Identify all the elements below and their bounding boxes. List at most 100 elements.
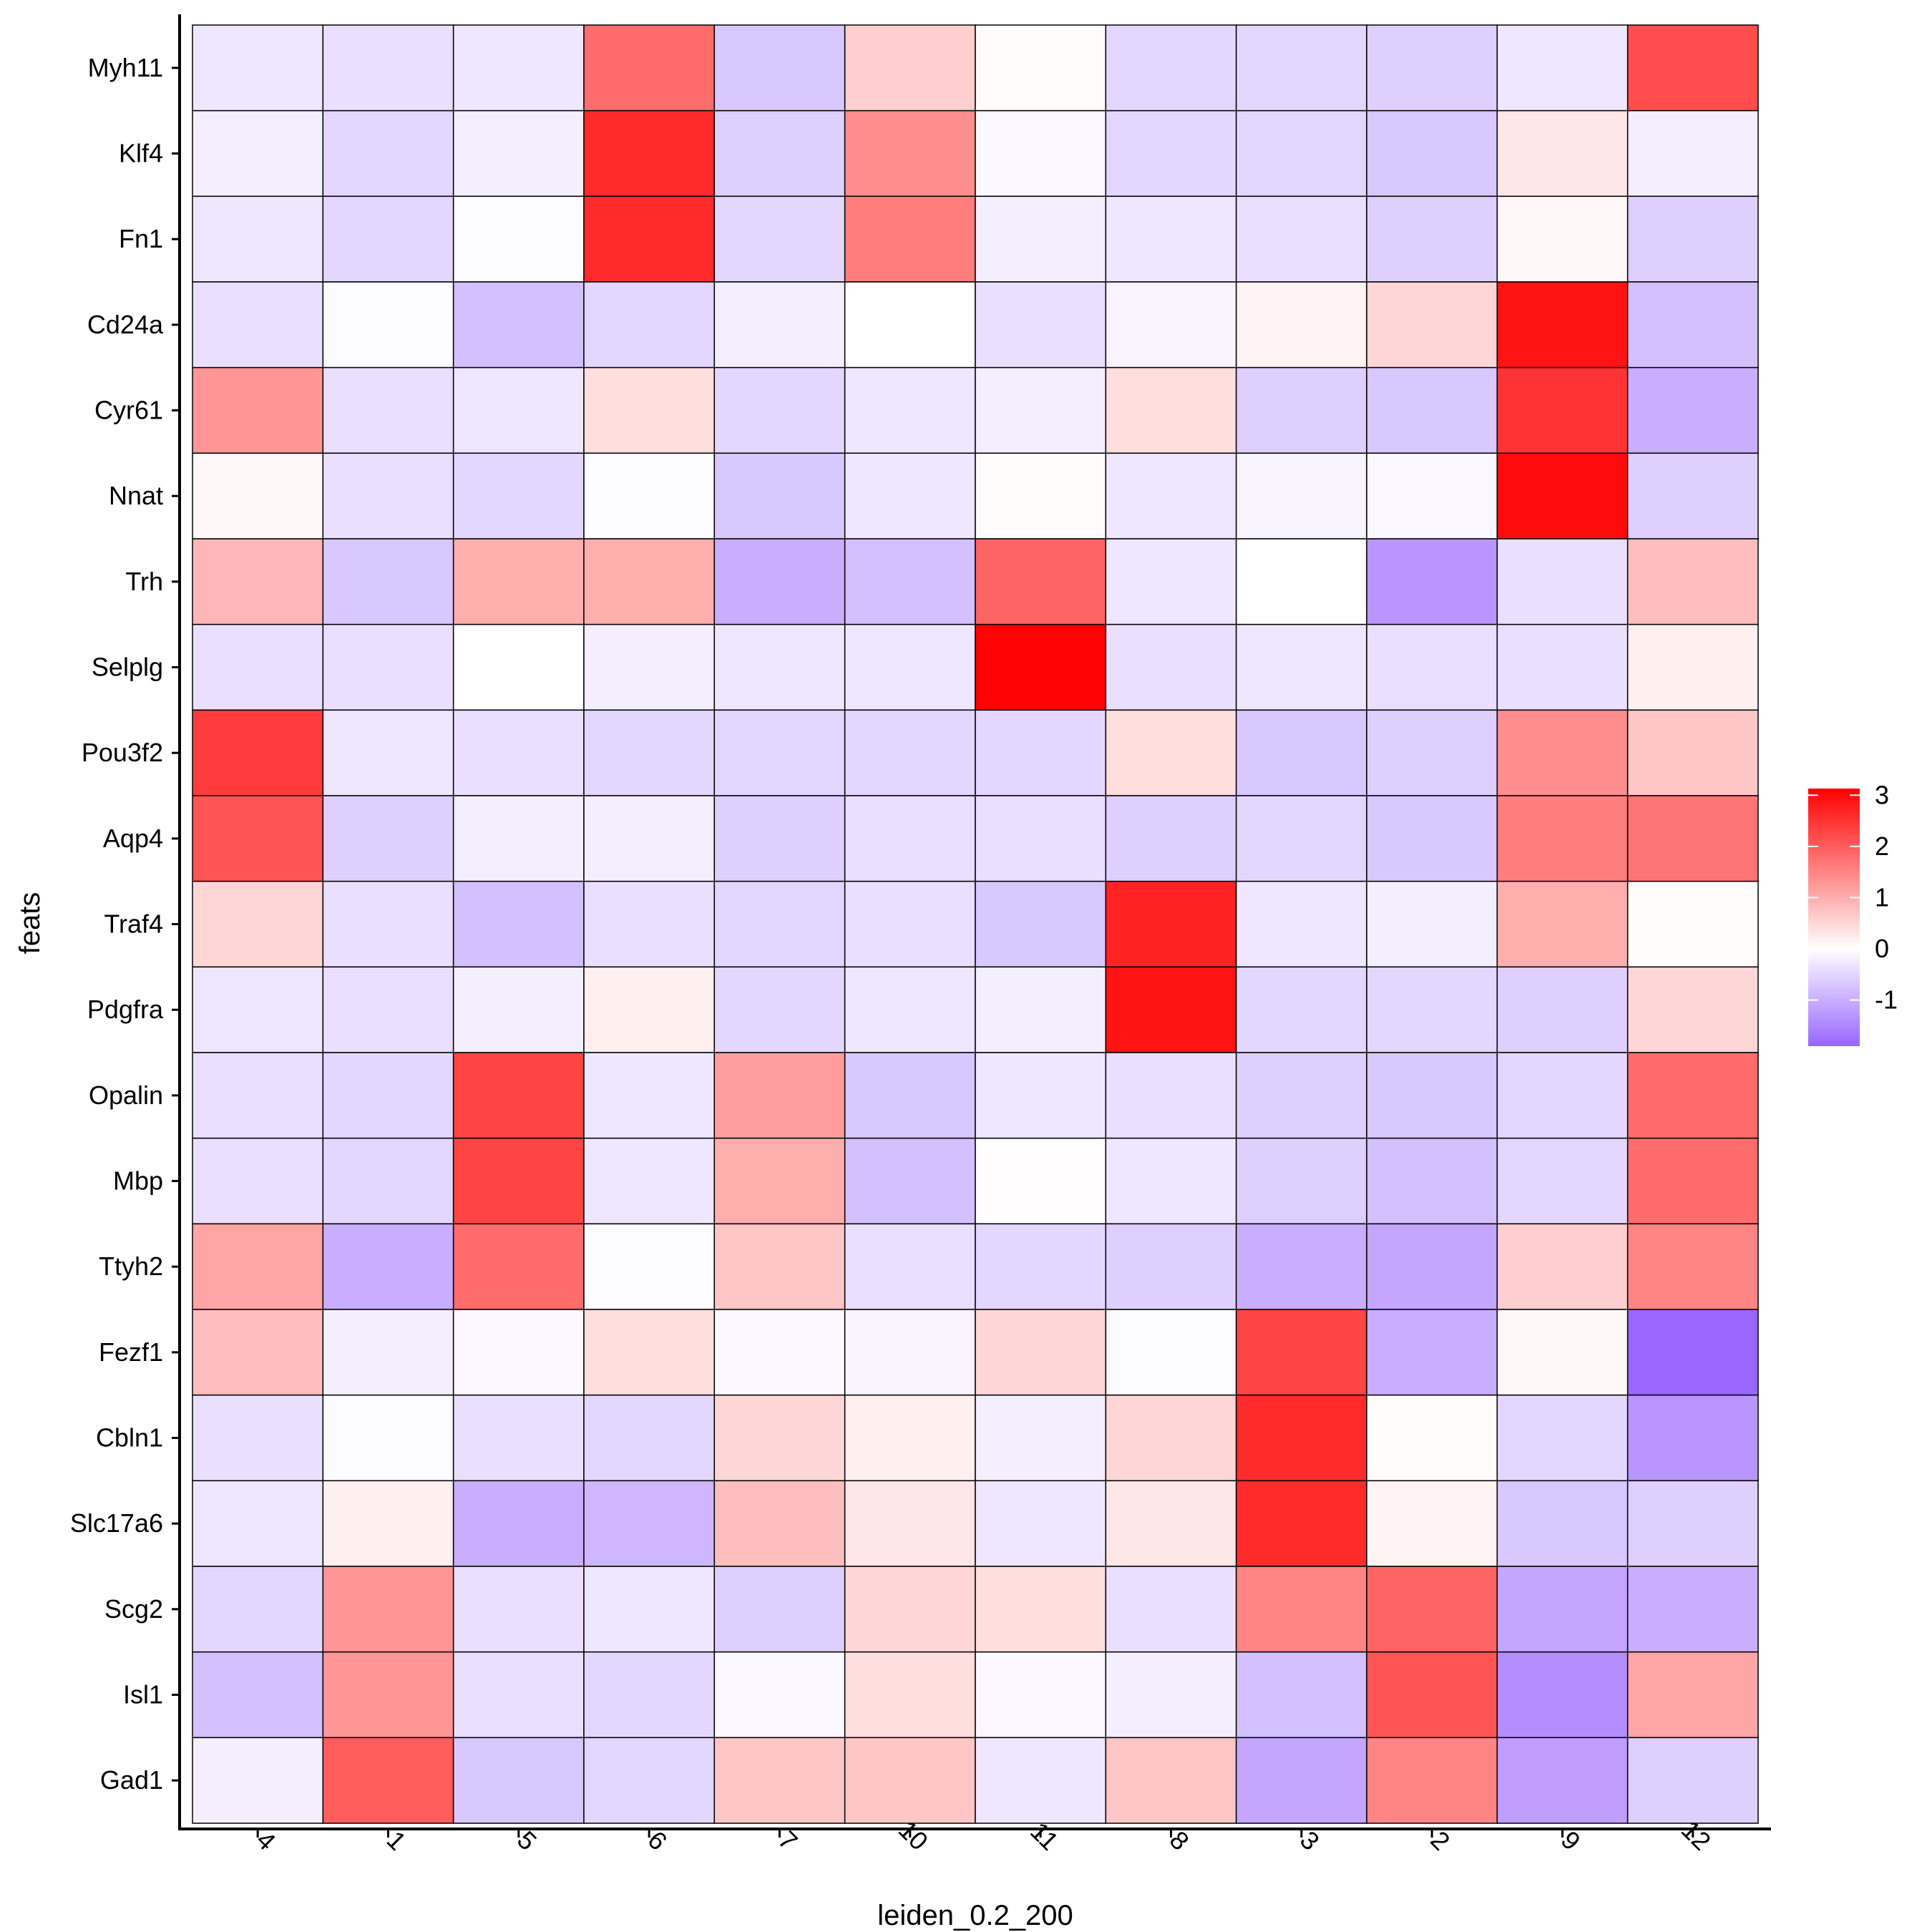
- heatmap-cell: [1366, 966, 1498, 1053]
- heatmap-cell: [975, 795, 1107, 882]
- heatmap-cell: [322, 109, 454, 197]
- heatmap-cell: [713, 24, 846, 112]
- heatmap-cell: [1105, 452, 1237, 540]
- heatmap-cell: [713, 1480, 846, 1567]
- heatmap-cell: [844, 538, 976, 625]
- heatmap-cell: [192, 1223, 324, 1310]
- heatmap-cell: [1105, 1052, 1237, 1139]
- heatmap-cell: [975, 538, 1107, 625]
- heatmap-cell: [583, 195, 716, 283]
- legend-tick-label: -1: [1875, 985, 1898, 1015]
- heatmap-cell: [844, 1480, 976, 1567]
- heatmap-cell: [1366, 109, 1498, 197]
- heatmap-cell: [1105, 24, 1237, 112]
- heatmap-cell: [1496, 1137, 1629, 1225]
- heatmap-cell: [452, 880, 585, 968]
- heatmap-cell: [1105, 195, 1237, 283]
- heatmap-cell: [1105, 1651, 1237, 1739]
- legend-tick-label: 0: [1875, 934, 1889, 963]
- heatmap-cell: [1105, 366, 1237, 454]
- heatmap-cell: [192, 1394, 324, 1482]
- heatmap-cell: [844, 709, 976, 796]
- y-tick-label: Fn1: [119, 224, 163, 253]
- y-tick-label: Cd24a: [87, 310, 164, 339]
- heatmap-cell: [452, 1052, 585, 1139]
- heatmap-cell: [322, 24, 454, 112]
- heatmap-cell: [844, 366, 976, 454]
- heatmap-cell: [583, 1651, 716, 1739]
- heatmap-cell: [713, 1052, 846, 1139]
- heatmap-cell: [844, 880, 976, 968]
- heatmap-cell: [1626, 1052, 1759, 1139]
- heatmap-cell: [322, 538, 454, 625]
- heatmap-tiles: [192, 24, 1759, 1824]
- heatmap-cell: [1496, 1651, 1629, 1739]
- heatmap-cell: [322, 1223, 454, 1310]
- heatmap-cell: [844, 24, 976, 112]
- heatmap-cell: [192, 623, 324, 711]
- heatmap-cell: [583, 1309, 716, 1396]
- y-axis-title: feats: [14, 892, 46, 955]
- heatmap-cell: [192, 366, 324, 454]
- heatmap-cell: [1235, 109, 1367, 197]
- heatmap-cell: [1496, 1223, 1629, 1310]
- heatmap-cell: [1496, 1737, 1629, 1824]
- heatmap-cell: [583, 1223, 716, 1310]
- heatmap-cell: [713, 109, 846, 197]
- heatmap-cell: [844, 281, 976, 369]
- y-tick-label: Fezf1: [99, 1337, 163, 1367]
- heatmap-cell: [322, 880, 454, 968]
- heatmap-cell: [1366, 24, 1498, 112]
- heatmap-cell: [192, 109, 324, 197]
- heatmap-cell: [1496, 195, 1629, 283]
- heatmap-cell: [1496, 452, 1629, 540]
- heatmap-cell: [975, 880, 1107, 968]
- heatmap-cell: [1366, 1394, 1498, 1482]
- heatmap-cell: [975, 1309, 1107, 1396]
- heatmap-cell: [1235, 1394, 1367, 1482]
- heatmap-cell: [1496, 366, 1629, 454]
- heatmap-cell: [1366, 366, 1498, 454]
- heatmap-cell: [1366, 880, 1498, 968]
- heatmap-cell: [1626, 1737, 1759, 1824]
- heatmap-cell: [1626, 281, 1759, 369]
- y-tick-label: Cyr61: [94, 396, 163, 425]
- legend-tick-label: 1: [1875, 882, 1889, 912]
- heatmap-cell: [975, 195, 1107, 283]
- heatmap-cell: [1235, 1223, 1367, 1310]
- heatmap-cell: [192, 452, 324, 540]
- heatmap-cell: [1366, 1737, 1498, 1824]
- heatmap-cell: [1235, 538, 1367, 625]
- heatmap-cell: [1496, 538, 1629, 625]
- y-tick-label: Pou3f2: [82, 738, 163, 767]
- heatmap-cell: [452, 623, 585, 711]
- heatmap-cell: [1366, 1223, 1498, 1310]
- heatmap-cell: [1626, 795, 1759, 882]
- y-tick-label: Myh11: [88, 53, 163, 82]
- heatmap-cell: [1105, 1223, 1237, 1310]
- heatmap-cell: [1105, 709, 1237, 796]
- heatmap-cell: [1496, 1309, 1629, 1396]
- heatmap-cell: [713, 366, 846, 454]
- heatmap-cell: [1496, 24, 1629, 112]
- heatmap-cell: [322, 623, 454, 711]
- heatmap-cell: [322, 1394, 454, 1482]
- heatmap-cell: [322, 1480, 454, 1567]
- heatmap-cell: [452, 709, 585, 796]
- heatmap-cell: [452, 538, 585, 625]
- heatmap-cell: [1626, 1394, 1759, 1482]
- y-tick-label: Scg2: [104, 1594, 163, 1624]
- heatmap-cell: [844, 195, 976, 283]
- heatmap-cell: [975, 24, 1107, 112]
- heatmap-cell: [844, 623, 976, 711]
- heatmap-cell: [322, 366, 454, 454]
- y-tick-labels: Myh11 Klf4 Fn1 Cd24a Cyr61 Nnat Trh Selplg Pou3f…: [70, 53, 180, 1795]
- heatmap-cell: [583, 1394, 716, 1482]
- y-tick-label: Nnat: [109, 481, 163, 510]
- heatmap-cell: [1105, 281, 1237, 369]
- heatmap-cell: [322, 195, 454, 283]
- heatmap-cell: [1235, 1137, 1367, 1225]
- heatmap-cell: [844, 795, 976, 882]
- x-axis-title: leiden_0.2_200: [877, 1900, 1073, 1931]
- heatmap-cell: [975, 1223, 1107, 1310]
